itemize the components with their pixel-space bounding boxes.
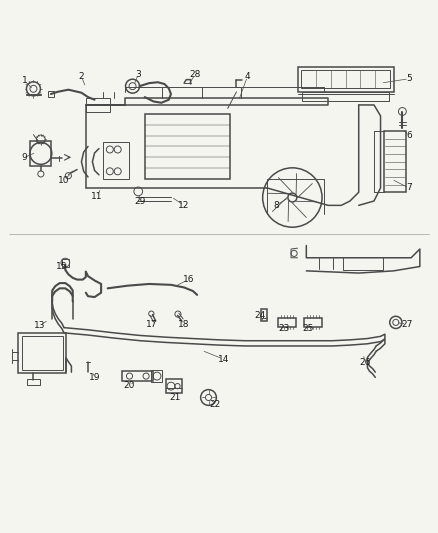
Bar	[301, 70, 390, 88]
Text: 17: 17	[145, 320, 157, 329]
Text: 7: 7	[406, 183, 412, 192]
Text: 23: 23	[278, 324, 290, 333]
Bar	[297, 67, 394, 92]
Text: 25: 25	[303, 324, 314, 333]
Bar	[261, 309, 267, 321]
Text: 15: 15	[56, 262, 67, 271]
Text: 2: 2	[79, 72, 84, 81]
Text: 20: 20	[124, 381, 135, 390]
Text: 26: 26	[360, 358, 371, 367]
Bar	[62, 259, 69, 266]
Text: 16: 16	[183, 275, 194, 284]
Text: 8: 8	[273, 201, 279, 210]
Text: 13: 13	[34, 321, 46, 330]
Text: 24: 24	[255, 311, 266, 320]
Text: 1: 1	[22, 76, 28, 85]
Text: 22: 22	[209, 400, 220, 408]
Bar	[145, 114, 230, 179]
Text: 14: 14	[218, 354, 229, 364]
Text: 19: 19	[89, 373, 100, 382]
Bar	[48, 91, 54, 97]
Bar	[27, 379, 40, 385]
Bar	[278, 318, 296, 327]
Bar	[151, 370, 162, 382]
Bar	[304, 318, 322, 327]
Text: 28: 28	[189, 70, 201, 79]
Text: 3: 3	[135, 70, 141, 79]
Bar	[302, 92, 389, 101]
Bar	[343, 257, 383, 270]
Text: 11: 11	[91, 192, 102, 201]
Text: 29: 29	[135, 197, 146, 206]
Text: 27: 27	[401, 320, 413, 329]
Text: 21: 21	[170, 393, 181, 402]
Bar	[21, 336, 63, 370]
Bar	[18, 333, 66, 374]
Bar	[86, 99, 110, 111]
Text: 12: 12	[178, 201, 190, 210]
Bar	[103, 142, 130, 179]
Text: 5: 5	[406, 74, 412, 83]
Bar	[122, 372, 152, 381]
Text: 10: 10	[58, 175, 70, 184]
Bar	[384, 131, 406, 192]
Text: 9: 9	[22, 153, 28, 162]
Text: 18: 18	[178, 320, 190, 329]
Bar	[166, 379, 182, 393]
Text: 4: 4	[244, 72, 250, 81]
Bar	[30, 141, 51, 166]
Text: 6: 6	[406, 131, 412, 140]
